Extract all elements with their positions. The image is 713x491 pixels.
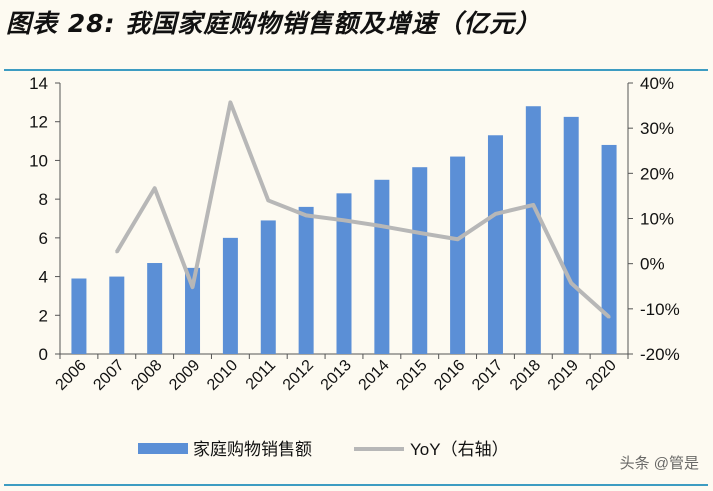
bar-2008	[147, 263, 163, 354]
yoy-point-2007	[115, 250, 119, 254]
x-tick-label: 2018	[507, 357, 544, 394]
right-tick-label: 10%	[640, 210, 674, 229]
left-tick-label: 6	[39, 229, 48, 248]
yoy-point-2009	[191, 285, 195, 289]
left-tick-label: 10	[29, 151, 48, 170]
yoy-point-2016	[456, 237, 460, 241]
x-tick-label: 2006	[53, 357, 90, 394]
yoy-point-2018	[531, 203, 535, 207]
x-tick-label: 2017	[469, 357, 506, 394]
left-tick-label: 8	[39, 190, 48, 209]
left-tick-label: 4	[39, 268, 48, 287]
yoy-point-2014	[380, 224, 384, 228]
bar-2015	[412, 167, 428, 354]
x-tick-label: 2014	[356, 357, 393, 394]
yoy-point-2015	[418, 231, 422, 235]
yoy-point-2012	[304, 213, 308, 217]
yoy-point-2019	[569, 281, 573, 285]
bar-2013	[336, 193, 352, 354]
bar-2016	[450, 156, 466, 354]
right-tick-label: 20%	[640, 164, 674, 183]
x-tick-label: 2020	[583, 357, 620, 394]
bar-2018	[525, 106, 541, 354]
x-tick-label: 2016	[431, 357, 468, 394]
bar-2017	[487, 135, 503, 354]
bar-2010	[222, 237, 238, 354]
title-divider	[4, 69, 708, 71]
right-tick-label: 30%	[640, 119, 674, 138]
x-tick-label: 2019	[545, 357, 582, 394]
bar-2019	[563, 116, 579, 354]
x-tick-label: 2007	[90, 357, 127, 394]
legend-bar-swatch	[138, 443, 188, 454]
x-tick-label: 2012	[280, 357, 317, 394]
left-tick-label: 0	[39, 345, 48, 364]
bar-2007	[109, 276, 125, 354]
bar-2014	[374, 179, 390, 354]
x-tick-label: 2015	[393, 357, 430, 394]
legend-bar-label: 家庭购物销售额	[193, 440, 312, 459]
right-tick-label: -10%	[640, 300, 680, 319]
bar-2011	[260, 220, 276, 354]
yoy-point-2010	[228, 100, 232, 104]
right-tick-label: 0%	[640, 255, 665, 274]
bar-2009	[185, 267, 201, 354]
yoy-point-2013	[342, 218, 346, 222]
legend-line-label: YoY（右轴）	[410, 440, 509, 459]
bar-2020	[601, 144, 617, 354]
x-tick-label: 2013	[318, 357, 355, 394]
x-tick-label: 2008	[128, 357, 165, 394]
x-tick-label: 2011	[243, 357, 279, 393]
bar-2012	[298, 206, 314, 354]
bottom-divider	[4, 484, 708, 486]
right-tick-label: -20%	[640, 345, 680, 364]
watermark: 头条 @管是	[619, 455, 699, 472]
yoy-line	[115, 100, 611, 319]
yoy-point-2008	[153, 186, 157, 190]
right-tick-label: 40%	[640, 74, 674, 93]
bar-2006	[71, 278, 87, 354]
left-tick-label: 14	[29, 74, 48, 93]
x-tick-label: 2010	[204, 357, 241, 394]
x-tick-label: 2009	[166, 357, 203, 394]
yoy-point-2020	[607, 315, 611, 319]
yoy-point-2017	[493, 212, 497, 216]
yoy-point-2011	[266, 198, 270, 202]
left-tick-label: 12	[29, 113, 48, 132]
chart-title: 图表 28: 我国家庭购物销售额及增速（亿元）	[6, 9, 542, 38]
left-tick-label: 2	[39, 306, 48, 325]
